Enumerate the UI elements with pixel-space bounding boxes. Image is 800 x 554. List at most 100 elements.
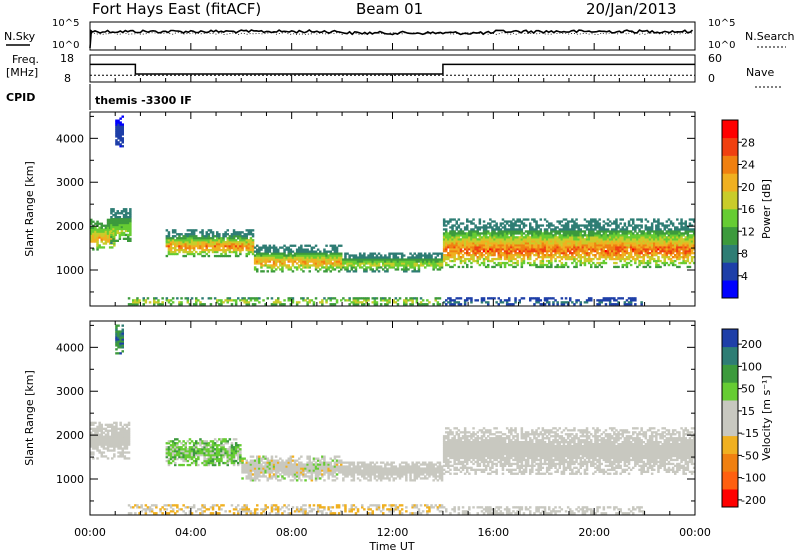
data-cell: [417, 268, 421, 271]
data-cell: [671, 259, 675, 263]
data-cell: [690, 246, 694, 249]
data-cell: [581, 252, 585, 255]
data-cell: [623, 257, 627, 261]
data-cell: [256, 270, 259, 273]
data-cell: [375, 297, 379, 300]
data-cell: [371, 270, 374, 273]
data-cell: [220, 456, 223, 459]
data-cell: [455, 222, 458, 225]
data-cell: [650, 234, 654, 237]
data-cell: [96, 242, 99, 245]
data-cell: [608, 220, 612, 223]
data-cell: [686, 240, 690, 243]
data-cell: [228, 250, 232, 254]
data-cell: [554, 248, 557, 251]
data-cell: [606, 234, 610, 237]
data-cell: [642, 254, 645, 257]
data-cell: [447, 236, 450, 239]
data-cell: [674, 246, 677, 249]
data-cell: [384, 266, 387, 269]
data-cell: [272, 244, 276, 247]
data-cell: [230, 235, 234, 238]
data-cell: [661, 244, 664, 247]
data-cell: [167, 452, 171, 455]
data-cell: [96, 230, 99, 233]
data-cell: [646, 232, 650, 235]
data-cell: [314, 262, 318, 265]
data-cell: [119, 451, 122, 454]
data-cell: [111, 431, 114, 434]
data-cell: [312, 250, 316, 253]
data-cell: [171, 297, 175, 300]
data-cell: [533, 248, 536, 251]
data-cell: [300, 256, 303, 259]
data-cell: [676, 228, 679, 231]
data-cell: [590, 242, 593, 245]
data-cell: [314, 256, 318, 259]
data-cell: [571, 244, 574, 247]
data-cell: [638, 248, 641, 251]
data-cell: [503, 265, 507, 269]
data-cell: [657, 242, 660, 245]
data-cell: [657, 248, 660, 251]
data-cell: [115, 352, 118, 355]
data-cell: [371, 262, 374, 265]
data-cell: [634, 248, 637, 251]
data-cell: [615, 220, 618, 223]
data-cell: [114, 233, 117, 237]
data-cell: [125, 423, 129, 426]
data-cell: [598, 254, 601, 257]
data-cell: [228, 299, 232, 302]
data-cell: [184, 457, 187, 461]
data-cell: [113, 437, 116, 440]
data-cell: [390, 260, 393, 263]
data-cell: [529, 242, 532, 245]
data-cell: [96, 425, 99, 428]
data-cell: [115, 141, 118, 144]
data-cell: [623, 254, 627, 257]
data-cell: [184, 241, 187, 244]
data-cell: [346, 270, 349, 273]
data-cell: [216, 241, 219, 244]
data-cell: [562, 234, 566, 237]
data-cell: [661, 240, 664, 243]
data-cell: [554, 242, 557, 245]
data-cell: [203, 448, 206, 451]
data-cell: [157, 299, 160, 302]
data-cell: [186, 452, 190, 455]
data-cell: [176, 243, 179, 246]
data-cell: [216, 444, 219, 447]
data-cell: [195, 301, 198, 304]
scatter-region-1: [115, 324, 124, 355]
data-cell: [478, 252, 482, 255]
data-cell: [512, 232, 515, 235]
data-cell: [178, 450, 181, 453]
data-cell: [308, 260, 311, 263]
data-cell: [604, 234, 608, 237]
data-cell: [487, 230, 490, 233]
data-cell: [222, 248, 225, 252]
data-cell: [640, 220, 643, 223]
data-cell: [453, 240, 456, 243]
data-cell: [575, 252, 578, 255]
data-cell: [619, 259, 622, 263]
data-cell: [598, 261, 601, 265]
data-cell: [249, 229, 253, 232]
data-cell: [251, 229, 255, 232]
data-cell: [245, 475, 248, 478]
data-cell: [108, 246, 112, 249]
data-cell: [178, 233, 181, 236]
data-cell: [411, 299, 414, 302]
data-cell: [491, 236, 494, 239]
data-cell: [409, 303, 412, 306]
data-cell: [466, 228, 469, 231]
data-cell: [690, 234, 694, 237]
data-cell: [188, 450, 192, 453]
data-cell: [203, 250, 206, 254]
data-cell: [186, 239, 190, 242]
data-cell: [312, 254, 316, 257]
data-cell: [314, 258, 318, 261]
data-cell: [535, 252, 538, 255]
data-cell: [247, 471, 251, 474]
data-cell: [222, 446, 225, 449]
